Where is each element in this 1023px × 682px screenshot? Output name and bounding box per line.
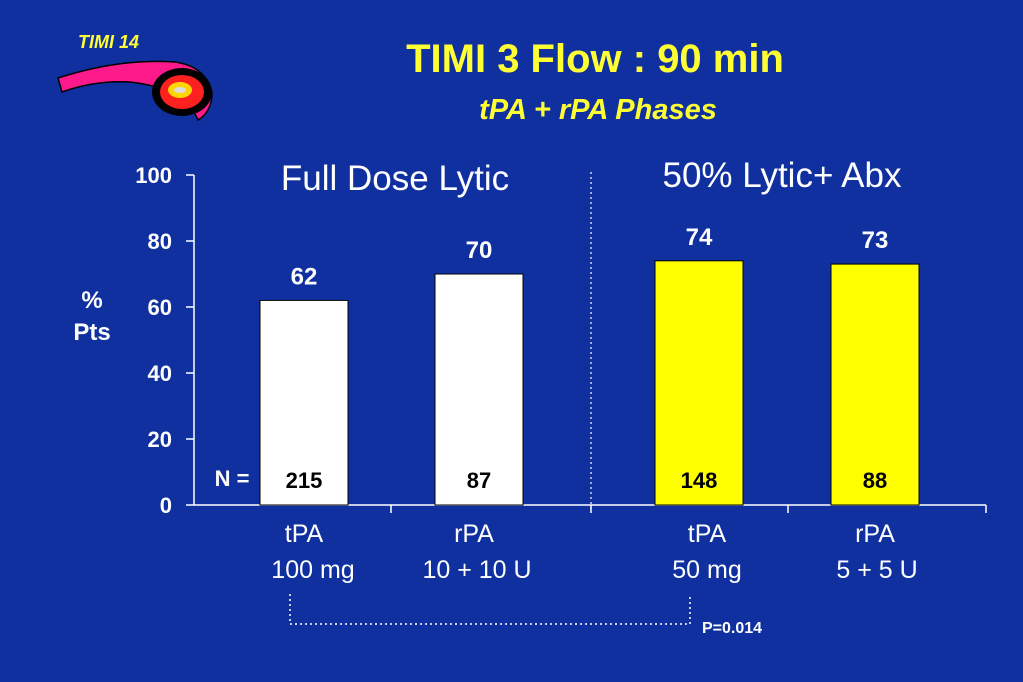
p-value: P=0.014 [702, 620, 762, 637]
bar [654, 260, 744, 506]
artery-logo: TIMI 14 [57, 32, 213, 122]
y-tick-label: 40 [148, 361, 172, 386]
bar-n-label: 215 [286, 468, 323, 493]
x-tick-label: 100 mg [271, 556, 354, 584]
x-tick-label: 5 + 5 U [836, 556, 917, 584]
logo-text: TIMI 14 [78, 32, 139, 52]
page-title: TIMI 3 Flow : 90 min [406, 37, 784, 81]
bar-value-label: 70 [466, 237, 493, 264]
axes: 0 20 40 60 80 100 [135, 163, 987, 518]
comparison-bracket [289, 594, 691, 625]
thrombus-icon [174, 87, 186, 93]
bar [259, 299, 349, 506]
y-tick-label: 80 [148, 229, 172, 254]
y-tick-label: 0 [160, 493, 172, 518]
bar-n-label: 87 [467, 468, 491, 493]
x-tick-label: rPA [454, 520, 494, 548]
bars: 62 215 tPA 100 mg 70 87 rPA 10 + 10 U 74 148 tPA 50… [259, 224, 920, 584]
page-subtitle: tPA + rPA Phases [479, 94, 717, 126]
y-tick-label: 100 [135, 163, 172, 188]
x-tick-label: 50 mg [672, 556, 741, 584]
bar-n-label: 148 [681, 468, 718, 493]
panel-label-full-dose: Full Dose Lytic [281, 159, 509, 198]
x-tick-label: rPA [855, 520, 895, 548]
bar [830, 263, 920, 506]
bar-value-label: 62 [291, 263, 318, 290]
bar-n-label: 88 [863, 468, 887, 493]
y-tick-label: 60 [148, 295, 172, 320]
bar-value-label: 73 [862, 227, 889, 254]
n-label: N = [215, 466, 250, 491]
y-tick-label: 20 [148, 427, 172, 452]
bar-value-label: 74 [686, 224, 713, 251]
x-tick-label: tPA [688, 520, 727, 548]
panel-label-half-dose: 50% Lytic+ Abx [663, 156, 902, 195]
x-tick-label: 10 + 10 U [422, 556, 531, 584]
bar [434, 273, 524, 506]
y-axis-label: % Pts [73, 287, 110, 346]
x-tick-label: tPA [285, 520, 324, 548]
